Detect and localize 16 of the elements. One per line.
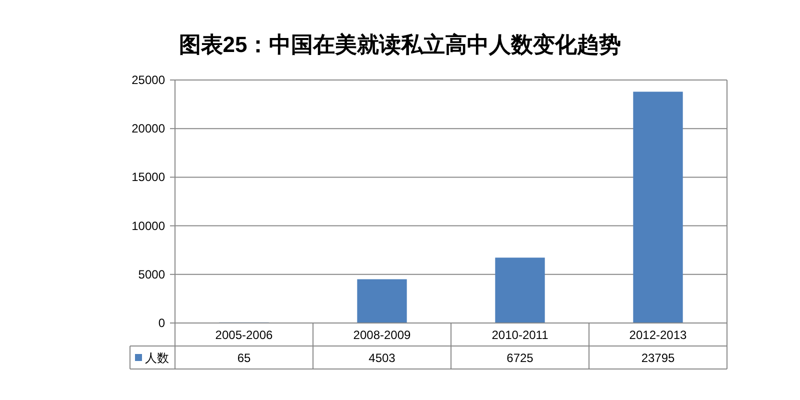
x-tick-label: 2012-2013	[629, 328, 688, 342]
data-label: 6725	[506, 351, 534, 365]
data-label: 4503	[368, 351, 396, 365]
y-tick-label: 25000	[132, 73, 166, 87]
legend-label: 人数	[145, 351, 169, 365]
y-tick-label: 0	[158, 316, 166, 330]
y-tick-label: 5000	[138, 267, 166, 282]
y-tick-label: 10000	[132, 218, 166, 233]
x-tick-label: 2008-2009	[353, 328, 412, 342]
data-label: 65	[237, 351, 251, 365]
chart-title: 图表25：中国在美就读私立高中人数变化趋势	[178, 32, 622, 57]
x-tick-label: 2005-2006	[215, 328, 274, 342]
x-tick-label: 2010-2011	[492, 328, 549, 342]
data-label: 23795	[641, 351, 676, 365]
y-tick-label: 20000	[132, 122, 166, 136]
y-tick-label: 15000	[132, 170, 166, 184]
